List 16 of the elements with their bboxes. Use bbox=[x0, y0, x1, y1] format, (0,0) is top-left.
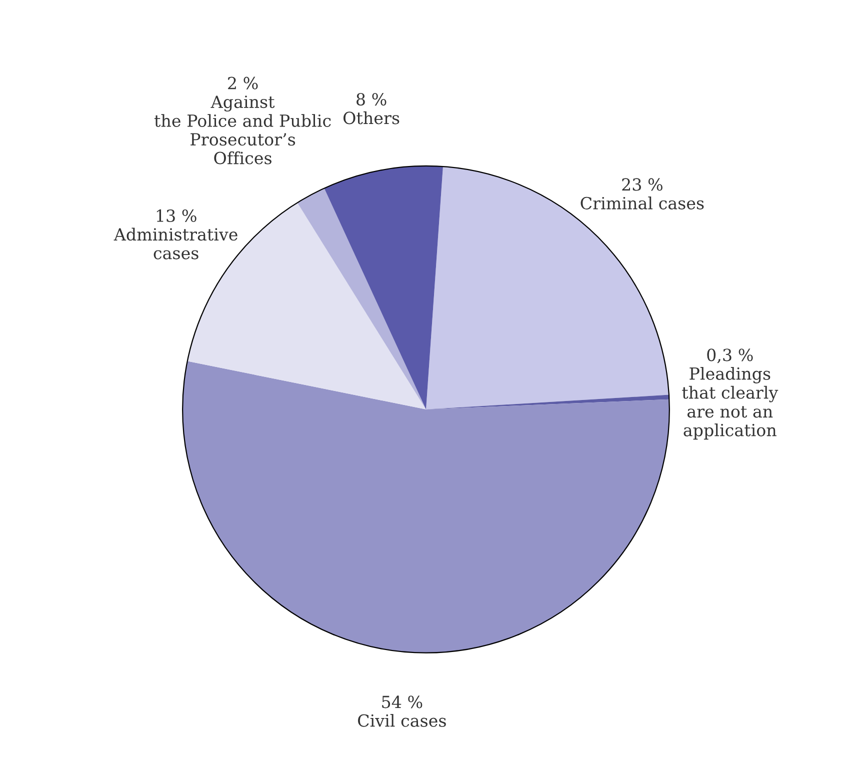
slice-label: Criminal cases bbox=[580, 196, 704, 210]
slice-label: Civil cases bbox=[358, 714, 446, 727]
data-label: 2 % bbox=[228, 76, 258, 90]
pie-slice bbox=[324, 166, 443, 410]
data-label: 54 % bbox=[382, 696, 422, 708]
data-label: 8 % bbox=[356, 92, 386, 106]
slice-label: Against the Police and Public Prosecutor’s Offices bbox=[154, 96, 331, 164]
slice-label: Pleadings that clearly are not an application bbox=[682, 367, 778, 440]
data-label: 0,3 % bbox=[707, 348, 753, 364]
data-label: 13 % bbox=[156, 209, 196, 222]
pie-slice bbox=[182, 361, 670, 653]
data-label: 23 % bbox=[622, 178, 662, 191]
pie-slice bbox=[426, 394, 670, 410]
slice-label: Others bbox=[343, 111, 400, 124]
slice-label: Administrative cases bbox=[114, 228, 238, 260]
pie-slice bbox=[297, 188, 426, 410]
